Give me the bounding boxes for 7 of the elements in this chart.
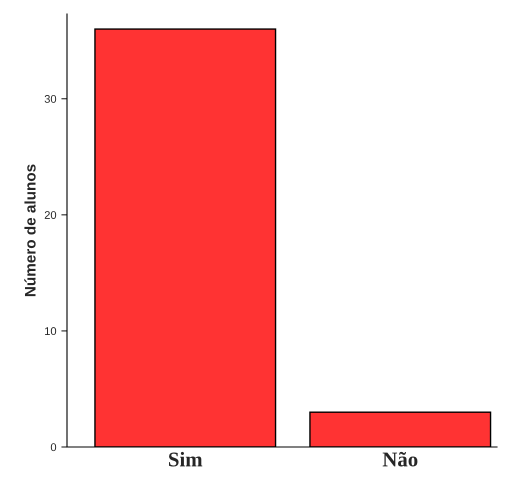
y-tick-label: 0 bbox=[50, 443, 56, 452]
y-tick-label: 10 bbox=[45, 327, 56, 336]
x-tick-label: Sim bbox=[168, 452, 202, 467]
y-axis-title: Número de alunos bbox=[24, 164, 36, 296]
x-tick-label: Não bbox=[382, 452, 418, 467]
y-tick-label: 30 bbox=[44, 95, 56, 103]
y-tick-label: 20 bbox=[44, 211, 56, 219]
